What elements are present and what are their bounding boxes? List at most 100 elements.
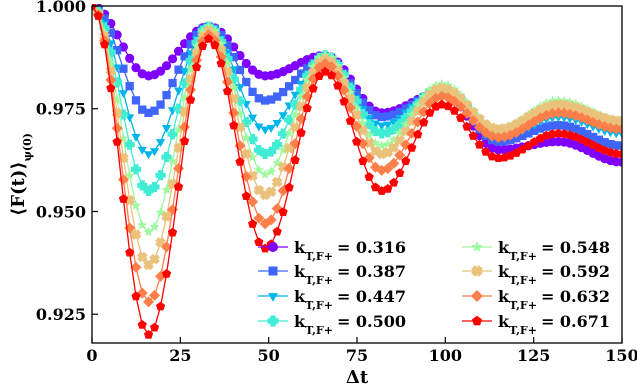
series-2-point-23 xyxy=(229,66,239,75)
legend-marker-2 xyxy=(268,293,278,302)
series-6-point-12 xyxy=(161,241,173,253)
series-6-point-27 xyxy=(253,212,265,224)
series-6-point-62 xyxy=(467,115,479,127)
legend-label-3: kT,F+ = 0.500 xyxy=(294,312,406,337)
series-4-point-2 xyxy=(99,26,110,37)
legend-marker-7 xyxy=(472,315,482,326)
series-4-point-46 xyxy=(370,137,381,148)
x-tick-label-1: 25 xyxy=(169,346,191,365)
x-tick-label-3: 75 xyxy=(346,346,368,365)
series-1-point-27 xyxy=(254,94,263,103)
legend-item-5: kT,F+ = 0.592 xyxy=(462,262,610,287)
series-4-point-79 xyxy=(570,98,581,109)
series-1-point-7 xyxy=(131,96,141,105)
series-4-point-17 xyxy=(191,40,202,51)
series-7-point-4 xyxy=(112,137,122,146)
series-4-point-24 xyxy=(234,107,246,118)
series-1-point-72 xyxy=(530,126,539,136)
series-7-point-54 xyxy=(419,117,429,127)
series-1-point-21 xyxy=(217,31,226,40)
series-7-point-21 xyxy=(216,58,226,68)
series-7-point-23 xyxy=(229,120,239,130)
series-1-point-32 xyxy=(285,82,294,91)
series-2-point-12 xyxy=(161,125,172,133)
series-7-point-9 xyxy=(143,329,154,339)
series-4-point-15 xyxy=(179,92,190,103)
series-7-point-61 xyxy=(462,121,472,131)
series-3-point-13 xyxy=(167,129,178,140)
series-6-point-83 xyxy=(593,118,605,131)
series-6-point-4 xyxy=(111,122,123,134)
series-1-point-25 xyxy=(242,77,251,87)
legend-marker-5 xyxy=(471,265,483,277)
series-0-point-12 xyxy=(161,61,172,71)
series-4-point-53 xyxy=(412,99,424,110)
series-4-point-38 xyxy=(319,49,331,60)
series-3-point-30 xyxy=(272,139,283,150)
series-7-point-17 xyxy=(191,62,202,72)
series-6-point-36 xyxy=(307,73,319,85)
series-7-point-33 xyxy=(290,155,300,165)
series-1-point-10 xyxy=(150,106,159,115)
series-7-point-60 xyxy=(456,113,466,122)
legend-item-0: kT,F+ = 0.316 xyxy=(258,238,406,263)
series-6-point-49 xyxy=(388,157,400,169)
series-7-point-39 xyxy=(326,70,337,80)
series-6-point-87 xyxy=(616,123,622,135)
series-7-point-53 xyxy=(413,129,423,139)
series-7-point-1 xyxy=(93,11,103,20)
series-4-point-13 xyxy=(167,155,178,166)
series-2-point-9 xyxy=(143,151,154,160)
series-3-point-8 xyxy=(137,180,148,191)
series-6-point-43 xyxy=(351,120,363,132)
series-4-point-11 xyxy=(155,206,166,217)
series-1-point-83 xyxy=(594,135,604,144)
legend-item-2: kT,F+ = 0.447 xyxy=(258,287,406,312)
series-2-point-14 xyxy=(173,87,184,96)
series-1-point-6 xyxy=(125,82,134,91)
series-1-point-26 xyxy=(248,87,257,97)
legend-label-main-0: k xyxy=(294,238,306,257)
series-5-point-87 xyxy=(616,115,622,127)
series-1-point-82 xyxy=(588,132,598,142)
series-1-point-4 xyxy=(112,46,122,55)
series-4-point-73 xyxy=(535,100,546,111)
series-6-point-52 xyxy=(406,127,418,139)
series-1-point-3 xyxy=(106,28,115,37)
series-4-point-27 xyxy=(253,164,265,175)
series-4-point-12 xyxy=(161,184,172,195)
series-7-point-8 xyxy=(137,320,147,329)
series-7-point-24 xyxy=(235,157,245,166)
series-1-point-80 xyxy=(577,127,586,136)
series-1-point-31 xyxy=(279,87,288,97)
series-5-point-21 xyxy=(215,44,227,56)
series-4-point-6 xyxy=(124,170,135,180)
series-6-point-22 xyxy=(221,76,233,88)
legend-label-sub-2: T,F+ xyxy=(305,299,333,312)
series-7-point-20 xyxy=(210,40,220,50)
series-1-point-87 xyxy=(617,141,622,150)
series-7-point-51 xyxy=(401,156,411,166)
series-4-point-4 xyxy=(111,93,123,104)
series-2-point-48 xyxy=(383,121,393,130)
series-2-point-31 xyxy=(278,112,288,121)
series-1-point-34 xyxy=(297,69,306,78)
series-1-point-50 xyxy=(395,107,404,117)
series-7-point-44 xyxy=(358,156,368,166)
series-7-point-62 xyxy=(468,131,478,140)
series-4-point-59 xyxy=(449,83,460,94)
series-1-point-35 xyxy=(303,63,312,73)
series-1-point-78 xyxy=(565,122,575,131)
series-4-point-14 xyxy=(173,123,184,134)
series-3-point-10 xyxy=(149,181,160,192)
series-4-point-55 xyxy=(424,84,436,95)
series-4-point-33 xyxy=(289,109,301,120)
series-2-point-7 xyxy=(131,134,141,142)
series-1-point-9 xyxy=(144,108,153,117)
series-4-point-45 xyxy=(363,129,375,140)
series-4-point-29 xyxy=(265,166,277,177)
legend-label-main-1: k xyxy=(294,262,306,281)
legend-item-3: kT,F+ = 0.500 xyxy=(258,312,406,337)
series-1-point-77 xyxy=(560,121,569,130)
series-7-point-10 xyxy=(149,322,160,332)
